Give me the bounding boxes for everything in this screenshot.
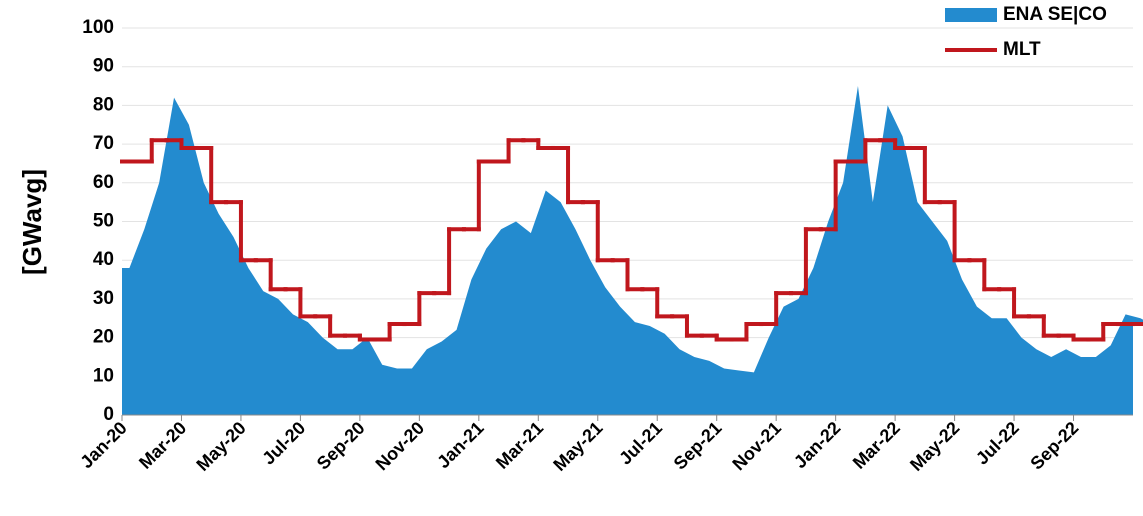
y-tick-label: 0	[103, 404, 114, 425]
x-tick-label: Jan-22	[790, 418, 844, 472]
y-tick-label: 20	[93, 327, 114, 348]
x-tick-label: Jul-20	[258, 418, 309, 469]
x-tick-label: Jan-21	[433, 418, 487, 472]
x-tick-label: Mar-22	[849, 418, 904, 473]
y-tick-label: 60	[93, 172, 114, 193]
area	[122, 86, 1143, 415]
x-tick-label: Jul-22	[972, 418, 1023, 469]
legend-label: ENA SE|CO	[1003, 4, 1107, 25]
x-tick-label: Mar-21	[492, 418, 547, 473]
x-tick-label: May-21	[549, 418, 606, 475]
x-tick-label: Sep-20	[313, 418, 369, 474]
x-tick-label: Sep-22	[1026, 418, 1082, 474]
x-tick-label: Sep-21	[670, 418, 726, 474]
y-tick-label: 70	[93, 133, 114, 154]
legend-swatch	[945, 8, 997, 22]
x-tick-label: May-20	[192, 418, 249, 475]
legend-label: MLT	[1003, 39, 1041, 60]
y-tick-label: 30	[93, 288, 114, 309]
x-tick-label: Jan-20	[76, 418, 130, 472]
y-tick-label: 100	[82, 17, 114, 38]
x-tick-label: May-22	[906, 418, 963, 475]
y-axis-label: [GWavg]	[17, 169, 47, 275]
y-tick-label: 10	[93, 365, 114, 386]
y-tick-label: 50	[93, 211, 114, 232]
y-tick-label: 40	[93, 249, 114, 270]
x-tick-label: Jul-21	[615, 418, 666, 469]
y-tick-label: 90	[93, 56, 114, 77]
x-tick-label: Nov-21	[728, 418, 785, 475]
x-tick-label: Nov-20	[372, 418, 429, 475]
x-tick-label: Mar-20	[135, 418, 190, 473]
y-tick-label: 80	[93, 94, 114, 115]
